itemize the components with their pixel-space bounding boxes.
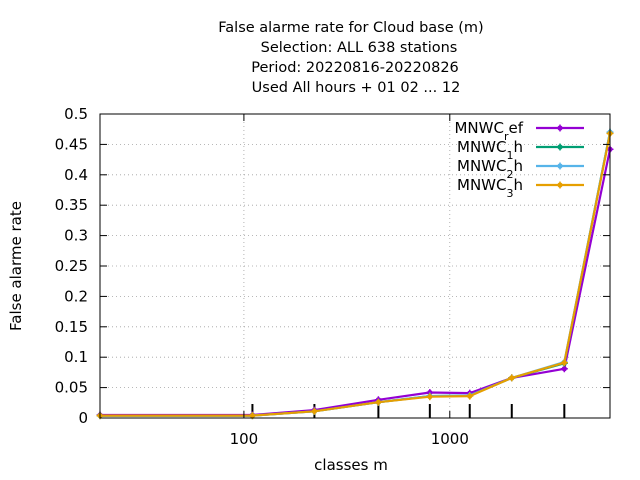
x-tick-label: 100 — [230, 430, 259, 448]
grid — [100, 114, 610, 418]
x-axis: 100 1000 — [230, 114, 469, 448]
y-tick-label: 0.3 — [64, 227, 88, 245]
legend-marker-cross-MNWC_3h — [556, 181, 564, 189]
data-point-cross-MNWC_3h — [374, 398, 382, 406]
y-tick-label: 0.05 — [55, 379, 88, 397]
data-point-cross-MNWC_3h — [426, 393, 434, 401]
y-tick-label: 0.25 — [55, 257, 88, 275]
y-tick-label: 0.2 — [64, 287, 88, 305]
series-line-MNWC_ref — [100, 149, 612, 417]
legend-label-MNWC_3h: MNWC3h — [457, 176, 523, 200]
x-axis-label: classes m — [314, 456, 388, 474]
data-point-cross-MNWC_3h — [310, 407, 318, 415]
y-tick-label: 0 — [78, 409, 88, 427]
legend-marker-cross-MNWC_1h — [556, 143, 564, 151]
title-line-2: Selection: ALL 638 stations — [261, 40, 458, 56]
y-tick-label: 0.15 — [55, 318, 88, 336]
y-tick-label: 0.45 — [55, 135, 88, 153]
y-tick-label: 0.4 — [64, 166, 88, 184]
y-tick-label: 0.5 — [64, 105, 88, 123]
y-tick-label: 0.1 — [64, 348, 88, 366]
data-point-cross-MNWC_3h — [560, 359, 568, 367]
y-axis-label: False alarme rate — [7, 201, 25, 331]
chart-title: False alarme rate for Cloud base (m) Sel… — [218, 20, 483, 96]
class-edge-ticks — [251, 404, 566, 418]
title-line-1: False alarme rate for Cloud base (m) — [218, 20, 483, 36]
x-tick-label: 1000 — [431, 430, 469, 448]
title-line-4: Used All hours + 01 02 ... 12 — [252, 80, 461, 96]
series-layer — [96, 128, 614, 420]
legend-marker-cross-MNWC_ref — [556, 124, 564, 132]
title-line-3: Period: 20220816-20220826 — [251, 60, 459, 76]
data-point-cross-MNWC_3h — [508, 374, 516, 382]
legend-marker-cross-MNWC_2h — [556, 162, 564, 170]
y-axis: 0 0.05 0.1 0.15 0.2 0.25 0.3 0.35 0.4 0.45 0.5 — [55, 105, 610, 427]
data-point-cross-MNWC_3h — [466, 392, 474, 400]
y-tick-label: 0.35 — [55, 196, 88, 214]
